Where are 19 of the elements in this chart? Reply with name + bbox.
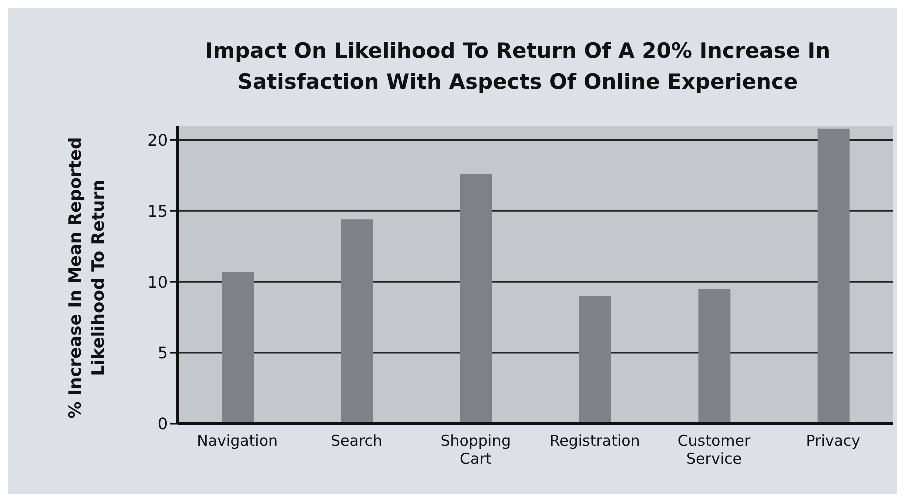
x-tick-label: Shopping Cart [440,432,512,468]
chart-title: Impact On Likelihood To Return Of A 20% Increase In Satisfaction With Aspects Of Online Experience [204,38,832,96]
x-tick-label: Customer Service [678,432,752,468]
x-tick-label: Registration [550,432,640,450]
x-tick-label: Search [330,432,383,450]
y-tick-label: 5 [158,344,168,363]
x-tick-label: Navigation [197,432,278,450]
y-tick-label: 10 [148,272,168,292]
bar [222,272,254,424]
y-axis-title: % Increase In Mean Reported Likelihood To Return [65,136,110,421]
x-tick-label: Privacy [806,432,861,450]
bar [580,296,612,424]
y-tick-label: 0 [158,414,168,434]
y-tick-label: 20 [148,130,168,150]
y-tick-label: 15 [148,202,168,221]
bar [818,128,850,424]
bar [341,220,374,424]
bar [460,174,492,424]
bar [698,289,731,424]
